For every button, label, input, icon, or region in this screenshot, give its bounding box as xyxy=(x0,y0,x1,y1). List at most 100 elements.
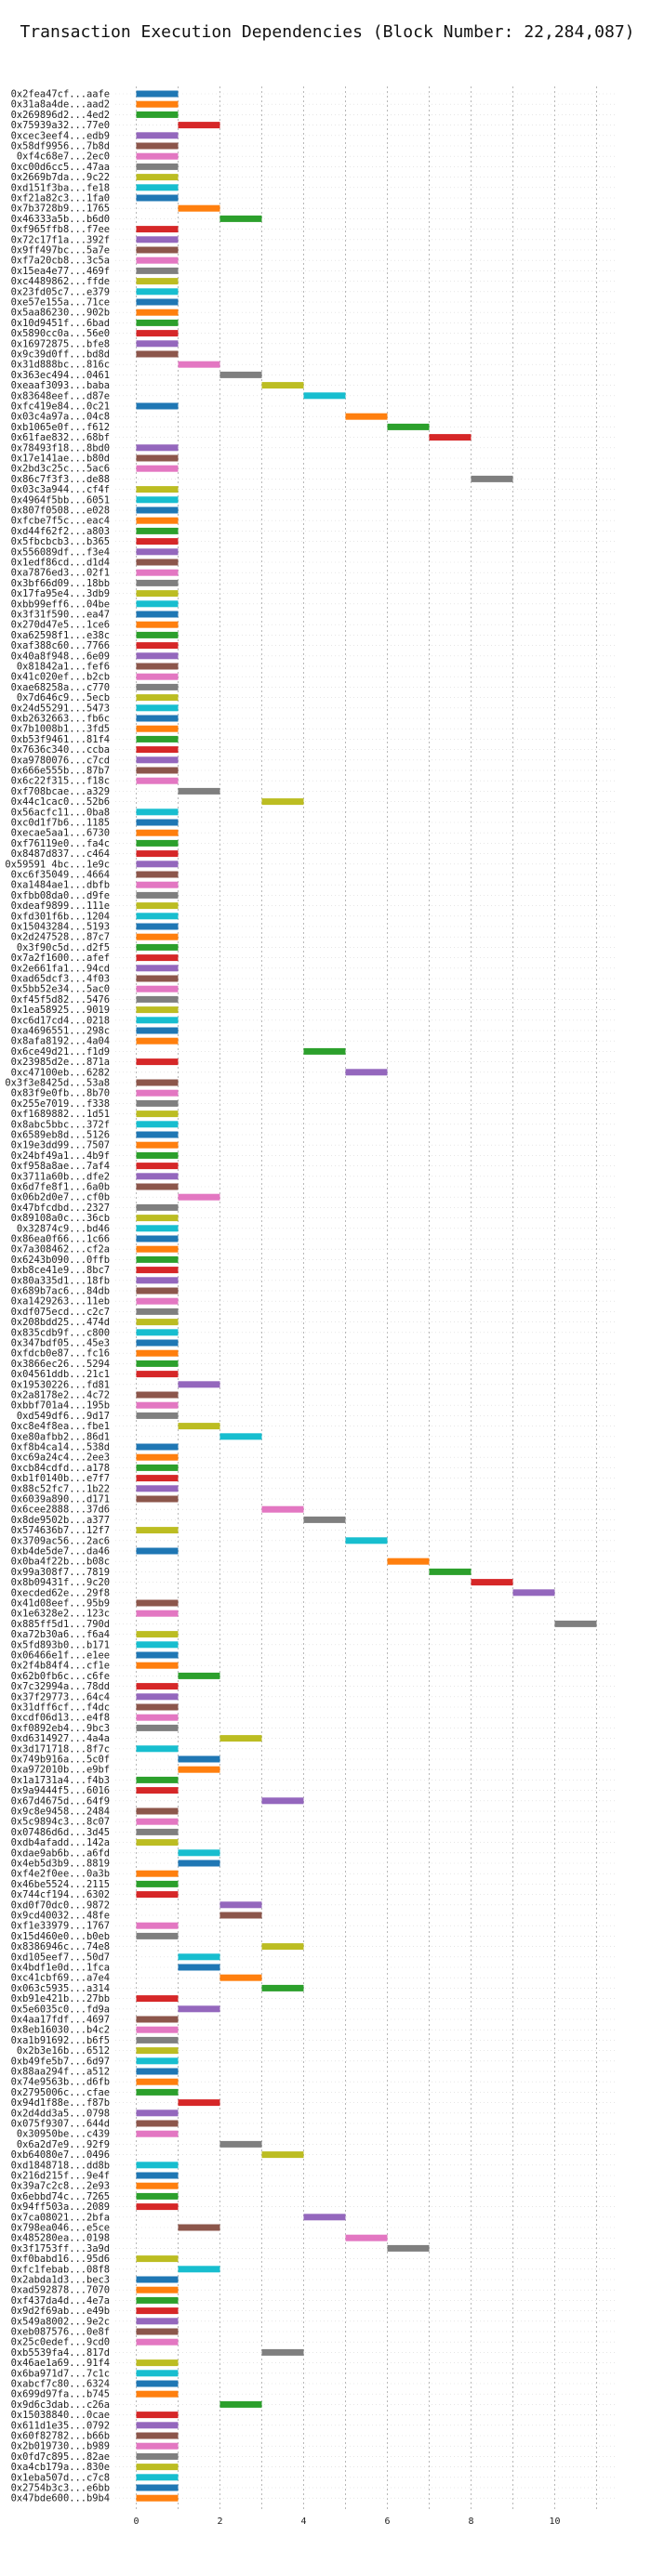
y-tick-label: 0x56acfc11...0ba8 xyxy=(11,807,110,818)
y-tick-label: 0x3f31f590...ea47 xyxy=(11,610,110,621)
bar-tx-156 xyxy=(136,1714,179,1721)
bar-tx-167 xyxy=(136,1828,179,1835)
y-tick-label: 0xd151f3ba...fe18 xyxy=(11,182,110,193)
y-tick-label: 0xa4696551...298c xyxy=(11,1026,110,1037)
y-tick-label: 0x2e661fa1...94cd xyxy=(11,963,110,974)
bar-tx-166 xyxy=(136,1818,179,1825)
bar-tx-51 xyxy=(136,621,179,628)
y-tick-label: 0x9d6c3dab...c26a xyxy=(11,2399,110,2411)
y-tick-label: 0x4aa17fdf...4697 xyxy=(11,2015,110,2026)
bar-tx-19 xyxy=(136,288,179,296)
bar-tx-208 xyxy=(136,2255,179,2263)
y-tick-label: 0xa9780076...c7cd xyxy=(11,755,110,766)
y-tick-label: 0x39a7c2c8...2e93 xyxy=(11,2181,110,2192)
y-tick-label: 0x67d4675d...64f9 xyxy=(11,1795,110,1807)
y-tick-label: 0x2d247528...87c7 xyxy=(11,932,110,943)
bar-tx-184 xyxy=(178,2005,220,2013)
y-tick-label: 0x5aa86230...902b xyxy=(11,308,110,319)
y-tick-label: 0x47bde600...b9b4 xyxy=(11,2493,110,2504)
y-tick-label: 0xf0892eb4...9bc3 xyxy=(11,1723,110,1734)
y-tick-label: 0xf0babd16...95d6 xyxy=(11,2254,110,2265)
y-tick-label: 0x31d888bc...816c xyxy=(11,360,110,371)
bar-tx-125 xyxy=(136,1391,179,1399)
y-tick-label: 0xb1065e0f...f612 xyxy=(11,422,110,433)
y-tick-label: 0xf21a82c3...1fa0 xyxy=(11,193,110,204)
x-tick-labels: 0 2 4 6 8 10 xyxy=(133,2517,560,2527)
x-tick-label: 6 xyxy=(384,2517,390,2527)
bar-tx-205 xyxy=(178,2224,220,2231)
y-tick-label: 0x8eb16030...b4c2 xyxy=(11,2025,110,2036)
bar-tx-165 xyxy=(136,1807,179,1815)
y-tick-label: 0x78493f18...8bd0 xyxy=(11,442,110,453)
bar-tx-171 xyxy=(136,1870,179,1877)
y-tick-label: 0x04561ddb...21c1 xyxy=(11,1369,110,1380)
bar-tx-43 xyxy=(136,538,179,545)
y-tick-label: 0x7d646c9...5ecb xyxy=(17,692,110,703)
y-tick-label: 0x2a8178e2...4c72 xyxy=(11,1390,110,1401)
y-tick-label: 0x075f9307...644d xyxy=(11,2119,110,2130)
y-tick-label: 0xc4489862...ffde xyxy=(11,276,110,287)
y-tick-label: 0x30950be...c439 xyxy=(17,2129,110,2140)
bar-tx-183 xyxy=(136,1995,179,2003)
y-tick-label: 0xcdf06d13...e4f8 xyxy=(11,1713,110,1724)
y-tick-label: 0x31a8a4de...aad2 xyxy=(11,99,110,111)
bar-tx-162 xyxy=(136,1776,179,1783)
y-tick-label: 0x5fbcbcb3...b365 xyxy=(11,536,110,547)
y-tick-label: 0x2d4dd3a5...0798 xyxy=(11,2108,110,2119)
grid-layer xyxy=(115,86,618,2510)
y-tick-label: 0xb4de5de7...da46 xyxy=(11,1546,110,1557)
y-tick-label: 0x6ce49d21...f1d9 xyxy=(11,1046,110,1058)
bar-tx-129 xyxy=(219,1433,262,1440)
y-tick-label: 0x6ba971d7...7c1c xyxy=(11,2368,110,2379)
y-tick-label: 0x4eb5d3b9...8819 xyxy=(11,1859,110,1870)
y-tick-label: 0xc0d1f7b6...1185 xyxy=(11,818,110,829)
y-tick-label: 0xf708bcae...a329 xyxy=(11,786,110,797)
bar-tx-127 xyxy=(136,1412,179,1419)
y-tick-label: 0x07486d6d...3d45 xyxy=(11,1827,110,1838)
bar-tx-55 xyxy=(136,663,179,670)
y-tick-label: 0xfbb08da0...d9fe xyxy=(11,890,110,901)
y-tick-label: 0x3f90c5d...d2f5 xyxy=(17,942,110,953)
y-tick-label: 0xa1429263...11eb xyxy=(11,1296,110,1308)
y-tick-label: 0x7b1008b1...3fd5 xyxy=(11,724,110,735)
y-tick-label: 0xabcf7c80...6324 xyxy=(11,2379,110,2390)
y-tick-label: 0x03c4a97a...04c8 xyxy=(11,412,110,423)
bar-tx-39 xyxy=(136,496,179,504)
y-tick-label: 0x10d9451f...6bad xyxy=(11,318,110,329)
bar-tx-211 xyxy=(136,2286,179,2293)
bar-tx-210 xyxy=(136,2276,179,2283)
bar-tx-126 xyxy=(136,1401,179,1409)
bar-tx-16 xyxy=(136,256,179,264)
y-tick-label: 0xdae9ab6b...a6fd xyxy=(11,1847,110,1859)
bar-tx-230 xyxy=(136,2484,179,2491)
bar-tx-223 xyxy=(136,2412,179,2419)
bar-tx-186 xyxy=(136,2026,179,2033)
bar-tx-182 xyxy=(261,1984,304,1991)
y-tick-label: 0x7a308462...cf2a xyxy=(11,1244,110,1255)
bar-tx-5 xyxy=(136,142,179,150)
y-tick-label: 0xe57e155a...71ce xyxy=(11,297,110,309)
y-tick-label: 0x83648eef...d87e xyxy=(11,390,110,401)
y-tick-label: 0x208bdd25...474d xyxy=(11,1317,110,1328)
bar-tx-120 xyxy=(136,1339,179,1347)
bar-tx-12 xyxy=(219,215,262,222)
bar-layer xyxy=(136,90,597,2502)
y-tick-label: 0x3711a60b...dfe2 xyxy=(11,1171,110,1182)
y-tick-label: 0xeb087576...0e8f xyxy=(11,2327,110,2338)
y-tick-label: 0xa72b30a6...f6a4 xyxy=(11,1629,110,1640)
y-tick-label: 0x46ae1a69...91f4 xyxy=(11,2358,110,2369)
bar-tx-213 xyxy=(136,2307,179,2315)
bar-tx-47 xyxy=(136,579,179,586)
bar-tx-131 xyxy=(136,1453,179,1461)
bar-tx-22 xyxy=(136,319,179,326)
bar-tx-157 xyxy=(136,1724,179,1731)
bar-tx-46 xyxy=(136,569,179,576)
y-tick-label: 0xb8ce41e9...8bc7 xyxy=(11,1265,110,1276)
bar-tx-119 xyxy=(136,1329,179,1336)
y-tick-label: 0x37f29773...64c4 xyxy=(11,1691,110,1702)
bar-tx-136 xyxy=(261,1505,304,1513)
bar-tx-98 xyxy=(136,1111,179,1118)
y-tick-label: 0x83f9e0fb...8b70 xyxy=(11,1088,110,1099)
bar-tx-90 xyxy=(136,1027,179,1034)
y-tick-label: 0x2fea47cf...aafe xyxy=(11,89,110,100)
